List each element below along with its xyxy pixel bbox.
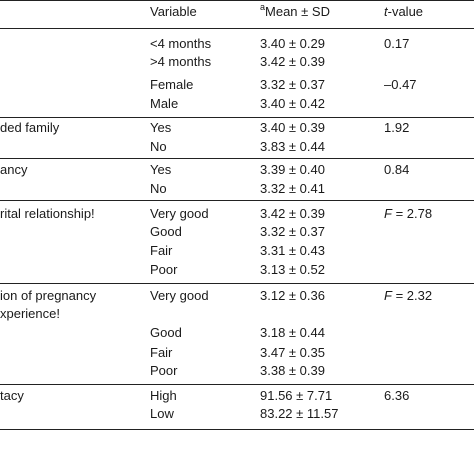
header-mean-label: Mean ± SD <box>265 4 330 19</box>
row-factor: xperience! <box>0 306 60 321</box>
header-t-italic: t <box>384 4 388 19</box>
row-statistic: 6.36 <box>384 388 410 403</box>
row-level: Yes <box>150 120 172 135</box>
row-level: Good <box>150 224 182 239</box>
row-mean-sd: 3.12 ± 0.36 <box>260 288 325 303</box>
row-mean-sd: 3.31 ± 0.43 <box>260 243 325 258</box>
f-statistic-symbol: F <box>384 288 392 303</box>
row-level: Male <box>150 96 179 111</box>
row-level: High <box>150 388 177 403</box>
row-factor: rital relationship! <box>0 206 95 221</box>
row-level: Very good <box>150 288 209 303</box>
header-mean-superscript: a <box>260 1 266 12</box>
row-factor: ion of pregnancy <box>0 288 97 303</box>
table-top-rule <box>0 0 474 1</box>
group-separator <box>0 200 474 201</box>
row-mean-sd: 3.42 ± 0.39 <box>260 54 325 69</box>
row-mean-sd: 3.18 ± 0.44 <box>260 325 325 340</box>
group-separator <box>0 283 474 284</box>
row-level: Very good <box>150 206 209 221</box>
row-level: No <box>150 181 167 196</box>
group-separator <box>0 117 474 118</box>
f-statistic-value: = 2.78 <box>391 206 433 221</box>
row-level: Poor <box>150 363 178 378</box>
f-statistic-value: = 2.32 <box>391 288 433 303</box>
row-level: No <box>150 139 167 154</box>
header-t-value: t-value <box>384 4 423 20</box>
row-statistic: –0.47 <box>384 77 417 92</box>
group-separator <box>0 384 474 385</box>
row-mean-sd: 3.39 ± 0.40 <box>260 162 325 177</box>
row-mean-sd: 3.32 ± 0.37 <box>260 224 325 239</box>
row-statistic: F = 2.32 <box>384 288 432 304</box>
row-mean-sd: 3.40 ± 0.39 <box>260 120 325 135</box>
header-variable: Variable <box>150 4 197 19</box>
row-mean-sd: 3.47 ± 0.35 <box>260 345 325 360</box>
row-mean-sd: 3.38 ± 0.39 <box>260 363 325 378</box>
row-level: Good <box>150 325 182 340</box>
row-level: Low <box>150 406 174 421</box>
row-level: Poor <box>150 262 178 277</box>
row-level: Female <box>150 77 194 92</box>
table-bottom-rule <box>0 429 474 430</box>
header-mean-sd: aMean ± SD <box>260 1 330 20</box>
row-factor: ancy <box>0 162 28 177</box>
row-mean-sd: 3.32 ± 0.37 <box>260 77 325 92</box>
row-statistic: F = 2.78 <box>384 206 432 222</box>
row-mean-sd: 3.42 ± 0.39 <box>260 206 325 221</box>
row-level: >4 months <box>150 54 212 69</box>
row-mean-sd: 91.56 ± 7.71 <box>260 388 333 403</box>
header-t-rest: -value <box>387 4 424 19</box>
row-mean-sd: 3.83 ± 0.44 <box>260 139 325 154</box>
row-mean-sd: 83.22 ± 11.57 <box>260 406 339 421</box>
row-level: <4 months <box>150 36 212 51</box>
row-statistic: 0.17 <box>384 36 410 51</box>
row-factor: tacy <box>0 388 24 403</box>
row-level: Fair <box>150 345 173 360</box>
row-level: Fair <box>150 243 173 258</box>
row-statistic: 1.92 <box>384 120 410 135</box>
row-mean-sd: 3.32 ± 0.41 <box>260 181 325 196</box>
group-separator <box>0 158 474 159</box>
row-mean-sd: 3.40 ± 0.42 <box>260 96 325 111</box>
row-statistic: 0.84 <box>384 162 410 177</box>
row-mean-sd: 3.40 ± 0.29 <box>260 36 325 51</box>
row-mean-sd: 3.13 ± 0.52 <box>260 262 325 277</box>
table-header-rule <box>0 28 474 29</box>
row-level: Yes <box>150 162 172 177</box>
row-factor: ded family <box>0 120 60 135</box>
f-statistic-symbol: F <box>384 206 392 221</box>
